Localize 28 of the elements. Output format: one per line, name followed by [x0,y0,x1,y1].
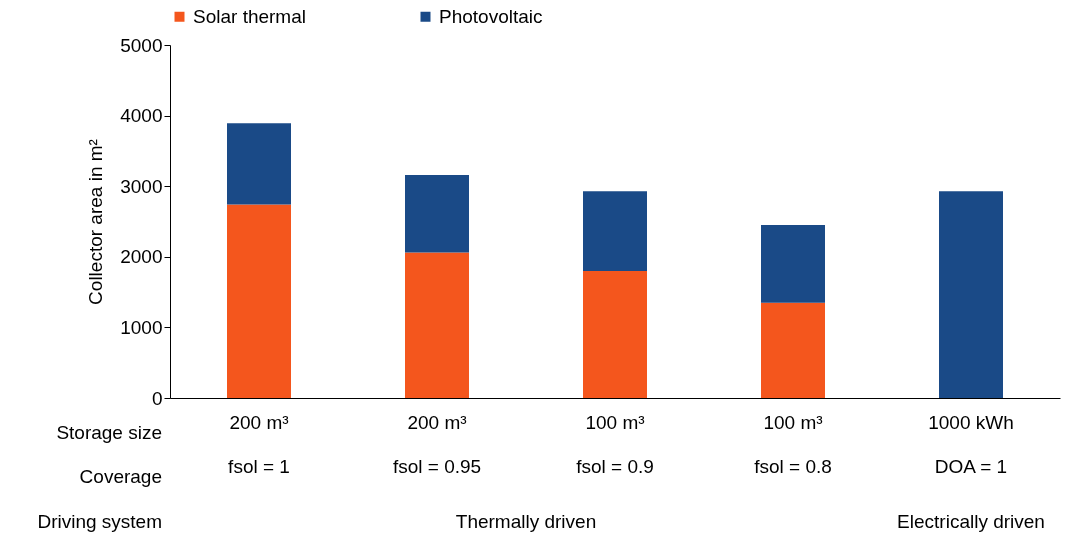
y-axis-title: Collector area in m² [85,139,107,305]
bar [227,204,291,398]
text: Storage size [56,422,162,443]
y-tick-label: 3000 [120,175,163,197]
bar [761,225,825,303]
bar [405,252,469,398]
category-label: 100 m³ fsol = 0.9 [576,411,654,477]
text: Coverage [79,466,162,487]
y-tick-label: 5000 [120,34,163,56]
y-tick-label: 0 [151,387,163,409]
y-tick-label: 1000 [120,316,163,338]
category-label: 200 m³ fsol = 0.95 [392,411,482,477]
text: Thermally driven [455,511,597,532]
text: Driving system [37,511,162,532]
legend-label: Solar thermal [193,5,306,27]
category-label: 100 m³ fsol = 0.8 [754,411,832,477]
category-label: 200 m³ fsol = 1 [228,411,290,477]
bar [227,123,291,205]
bar [939,191,1003,398]
y-tick-label: 4000 [120,105,163,127]
bar [583,270,647,398]
category-label: 1000 kWh DOA = 1 [928,411,1014,477]
y-tick-label: 2000 [120,246,163,268]
bar [583,191,647,271]
legend-label: Photovoltaic [439,5,543,27]
bar [761,302,825,398]
bar [405,174,469,253]
text: Electrically driven [897,511,1045,532]
